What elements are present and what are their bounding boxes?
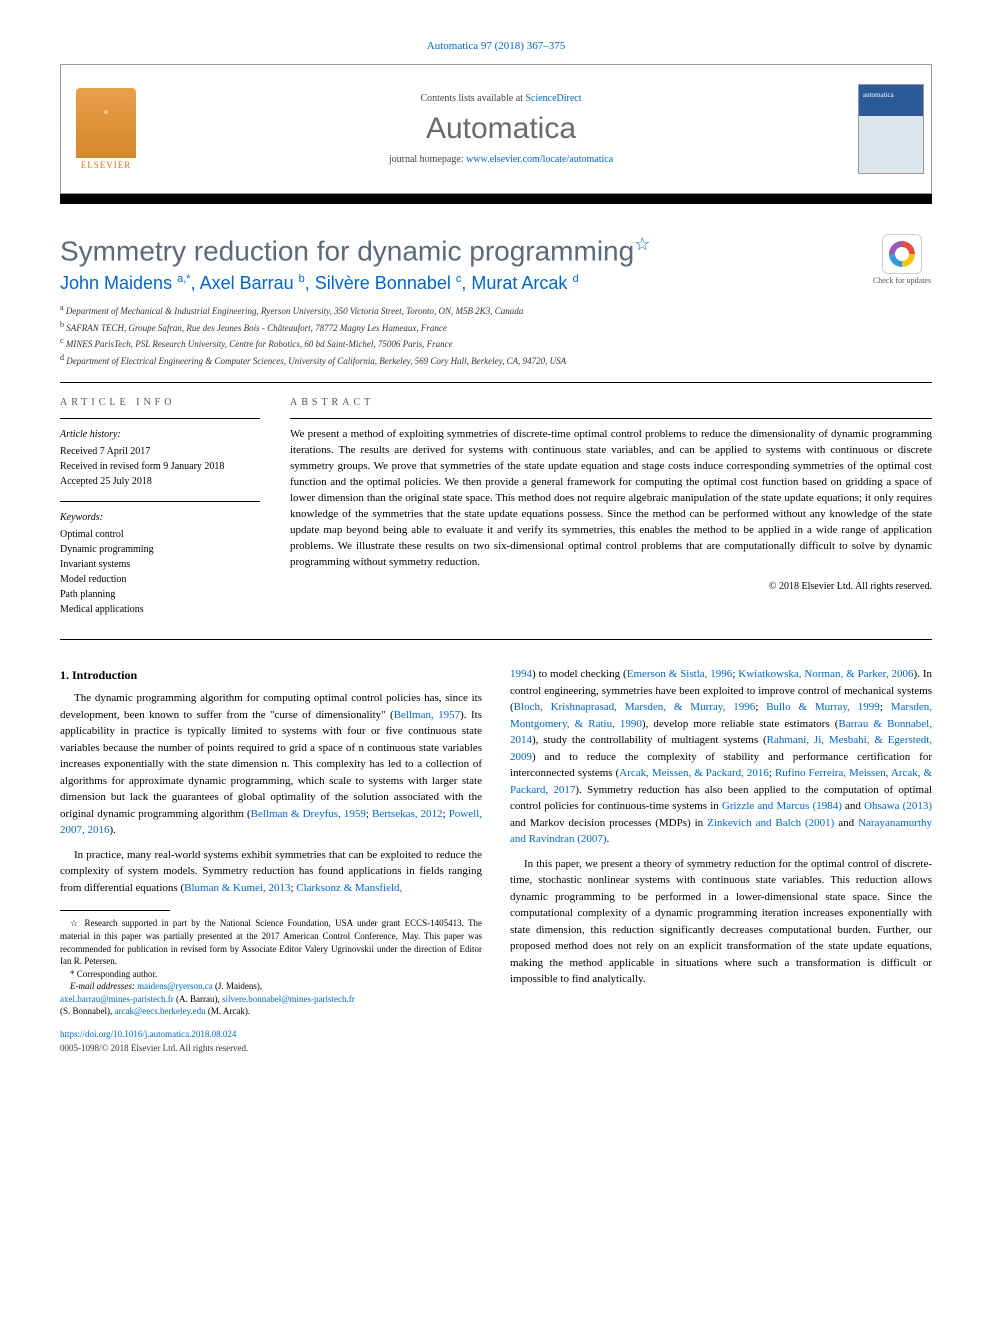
right-column: 1994) to model checking (Emerson & Sistl…: [510, 666, 932, 1055]
publisher-logo: ELSEVIER: [61, 65, 151, 193]
section-1-heading: 1. Introduction: [60, 666, 482, 684]
history-received: Received 7 April 2017: [60, 444, 260, 459]
crossmark-icon: [889, 241, 915, 267]
abstract-label: abstract: [290, 397, 932, 408]
elsevier-tree-icon: [76, 88, 136, 158]
title-text: Symmetry reduction for dynamic programmi…: [60, 235, 634, 266]
footnote-funding: ☆ Research supported in part by the Nati…: [60, 917, 482, 967]
journal-cover: [851, 65, 931, 193]
doi-line: https://doi.org/10.1016/j.automatica.201…: [60, 1028, 482, 1042]
sciencedirect-link[interactable]: ScienceDirect: [525, 93, 581, 104]
contents-prefix: Contents lists available at: [420, 93, 525, 104]
affiliations: a Department of Mechanical & Industrial …: [60, 302, 872, 368]
publisher-name: ELSEVIER: [81, 160, 132, 170]
affiliation-a: a Department of Mechanical & Industrial …: [60, 302, 872, 319]
article-history: Article history: Received 7 April 2017 R…: [60, 418, 260, 489]
homepage-line: journal homepage: www.elsevier.com/locat…: [389, 154, 613, 165]
ref-grizzle-marcus[interactable]: Grizzle and Marcus (1984): [722, 800, 842, 812]
affiliation-c: c MINES ParisTech, PSL Research Universi…: [60, 335, 872, 352]
ref-zinkevich-balch[interactable]: Zinkevich and Balch (2001): [707, 817, 834, 829]
article-info-label: article info: [60, 397, 260, 408]
footnote-corresponding: * Corresponding author.: [60, 968, 482, 981]
footnotes: ☆ Research supported in part by the Nati…: [60, 917, 482, 1018]
keyword: Path planning: [60, 587, 260, 602]
keyword: Model reduction: [60, 572, 260, 587]
left-column: 1. Introduction The dynamic programming …: [60, 666, 482, 1055]
author-3: Silvère Bonnabel c: [315, 273, 462, 293]
paragraph-2: In practice, many real-world systems exh…: [60, 847, 482, 897]
email-maidens[interactable]: maidens@ryerson.ca: [137, 981, 213, 991]
ref-1994[interactable]: 1994: [510, 668, 532, 680]
ref-bloch[interactable]: Bloch, Krishnaprasad, Marsden, & Murray,…: [514, 701, 756, 713]
homepage-prefix: journal homepage:: [389, 154, 466, 165]
check-updates-badge[interactable]: Check for updates: [872, 234, 932, 285]
paragraph-4: In this paper, we present a theory of sy…: [510, 856, 932, 988]
history-accepted: Accepted 25 July 2018: [60, 474, 260, 489]
paragraph-3: 1994) to model checking (Emerson & Sistl…: [510, 666, 932, 848]
article-title: Symmetry reduction for dynamic programmi…: [60, 234, 872, 267]
email-arcak[interactable]: arcak@eecs.berkeley.edu: [115, 1006, 206, 1016]
ref-bluman-kumei[interactable]: Bluman & Kumei, 2013: [184, 882, 290, 894]
history-revised: Received in revised form 9 January 2018: [60, 459, 260, 474]
ref-kwiatkowska[interactable]: Kwiatkowska, Norman, & Parker, 2006: [738, 668, 913, 680]
ref-bellman-dreyfus-1959[interactable]: Bellman & Dreyfus, 1959: [251, 808, 366, 820]
author-1: John Maidens a,*: [60, 273, 191, 293]
check-updates-label: Check for updates: [872, 276, 932, 285]
keyword: Optimal control: [60, 527, 260, 542]
paragraph-1: The dynamic programming algorithm for co…: [60, 690, 482, 839]
footer-copyright: 0005-1098/© 2018 Elsevier Ltd. All right…: [60, 1042, 482, 1056]
keyword: Invariant systems: [60, 557, 260, 572]
author-4: Murat Arcak d: [471, 273, 578, 293]
ref-clarksonz-mansfield[interactable]: Clarksonz & Mansfield,: [296, 882, 402, 894]
abstract-copyright: © 2018 Elsevier Ltd. All rights reserved…: [290, 581, 932, 592]
ref-bertsekas-2012[interactable]: Bertsekas, 2012: [372, 808, 443, 820]
doi-link[interactable]: https://doi.org/10.1016/j.automatica.201…: [60, 1029, 236, 1039]
ref-ohsawa[interactable]: Ohsawa (2013): [864, 800, 932, 812]
homepage-link[interactable]: www.elsevier.com/locate/automatica: [466, 154, 613, 165]
author-2: Axel Barrau b: [200, 273, 305, 293]
header-black-bar: [60, 194, 932, 204]
keyword: Medical applications: [60, 602, 260, 617]
affiliation-b: b SAFRAN TECH, Groupe Safran, Rue des Je…: [60, 319, 872, 336]
history-title: Article history:: [60, 427, 260, 442]
email-bonnabel[interactable]: silvere.bonnabel@mines-paristech.fr: [222, 994, 355, 1004]
contents-line: Contents lists available at ScienceDirec…: [420, 93, 581, 104]
cover-thumbnail: [858, 84, 924, 174]
abstract-text: We present a method of exploiting symmet…: [290, 418, 932, 570]
citation: Automatica 97 (2018) 367–375: [60, 40, 932, 52]
journal-header: ELSEVIER Contents lists available at Sci…: [60, 64, 932, 194]
ref-arcak-meissen[interactable]: Arcak, Meissen, & Packard, 2016: [619, 767, 769, 779]
affiliation-d: d Department of Electrical Engineering &…: [60, 352, 872, 369]
ref-emerson-sistla[interactable]: Emerson & Sistla, 1996: [627, 668, 733, 680]
footnote-emails: E-mail addresses: maidens@ryerson.ca (J.…: [60, 980, 482, 1018]
journal-name: Automatica: [426, 112, 576, 146]
ref-bullo-murray[interactable]: Bullo & Murray, 1999: [766, 701, 880, 713]
authors: John Maidens a,*, Axel Barrau b, Silvère…: [60, 273, 872, 294]
title-footnote-star: ☆: [634, 234, 650, 254]
email-barrau[interactable]: axel.barrau@mines-paristech.fr: [60, 994, 174, 1004]
keywords-title: Keywords:: [60, 510, 260, 525]
ref-bellman-1957[interactable]: Bellman, 1957: [394, 709, 460, 721]
keywords-block: Keywords: Optimal control Dynamic progra…: [60, 501, 260, 617]
keyword: Dynamic programming: [60, 542, 260, 557]
